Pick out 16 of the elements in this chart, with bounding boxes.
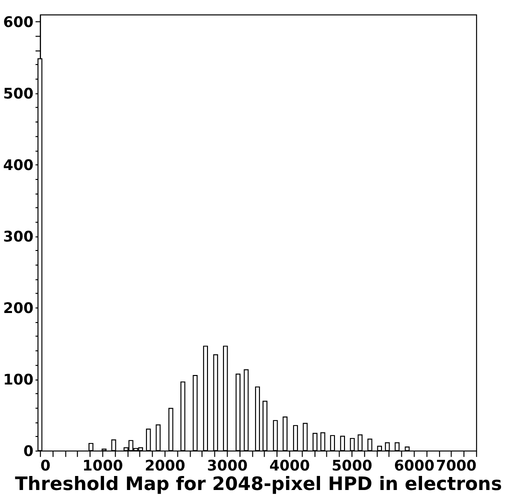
x-tick-label: 4000	[269, 458, 310, 475]
y-tick-label: 0	[23, 442, 34, 460]
x-tick-label: 2000	[144, 458, 186, 475]
x-tick-label: 6000	[394, 458, 435, 475]
y-tick-label: 200	[3, 300, 34, 317]
y-tick-label: 600	[3, 14, 34, 31]
x-tick-label: 1000	[82, 458, 124, 475]
x-tick-label: 3000	[207, 458, 248, 475]
y-tick-label: 400	[3, 156, 34, 174]
y-tick-label: 500	[3, 85, 34, 102]
x-tick-label: 5000	[332, 458, 372, 475]
y-tick-label: 300	[3, 228, 34, 246]
x-tick-label: 7000	[436, 458, 477, 475]
y-tick-label: 100	[3, 371, 34, 388]
x-tick-label: 0	[40, 458, 51, 475]
x-axis-title: Threshold Map for 2048-pixel HPD in electrons	[15, 474, 502, 496]
